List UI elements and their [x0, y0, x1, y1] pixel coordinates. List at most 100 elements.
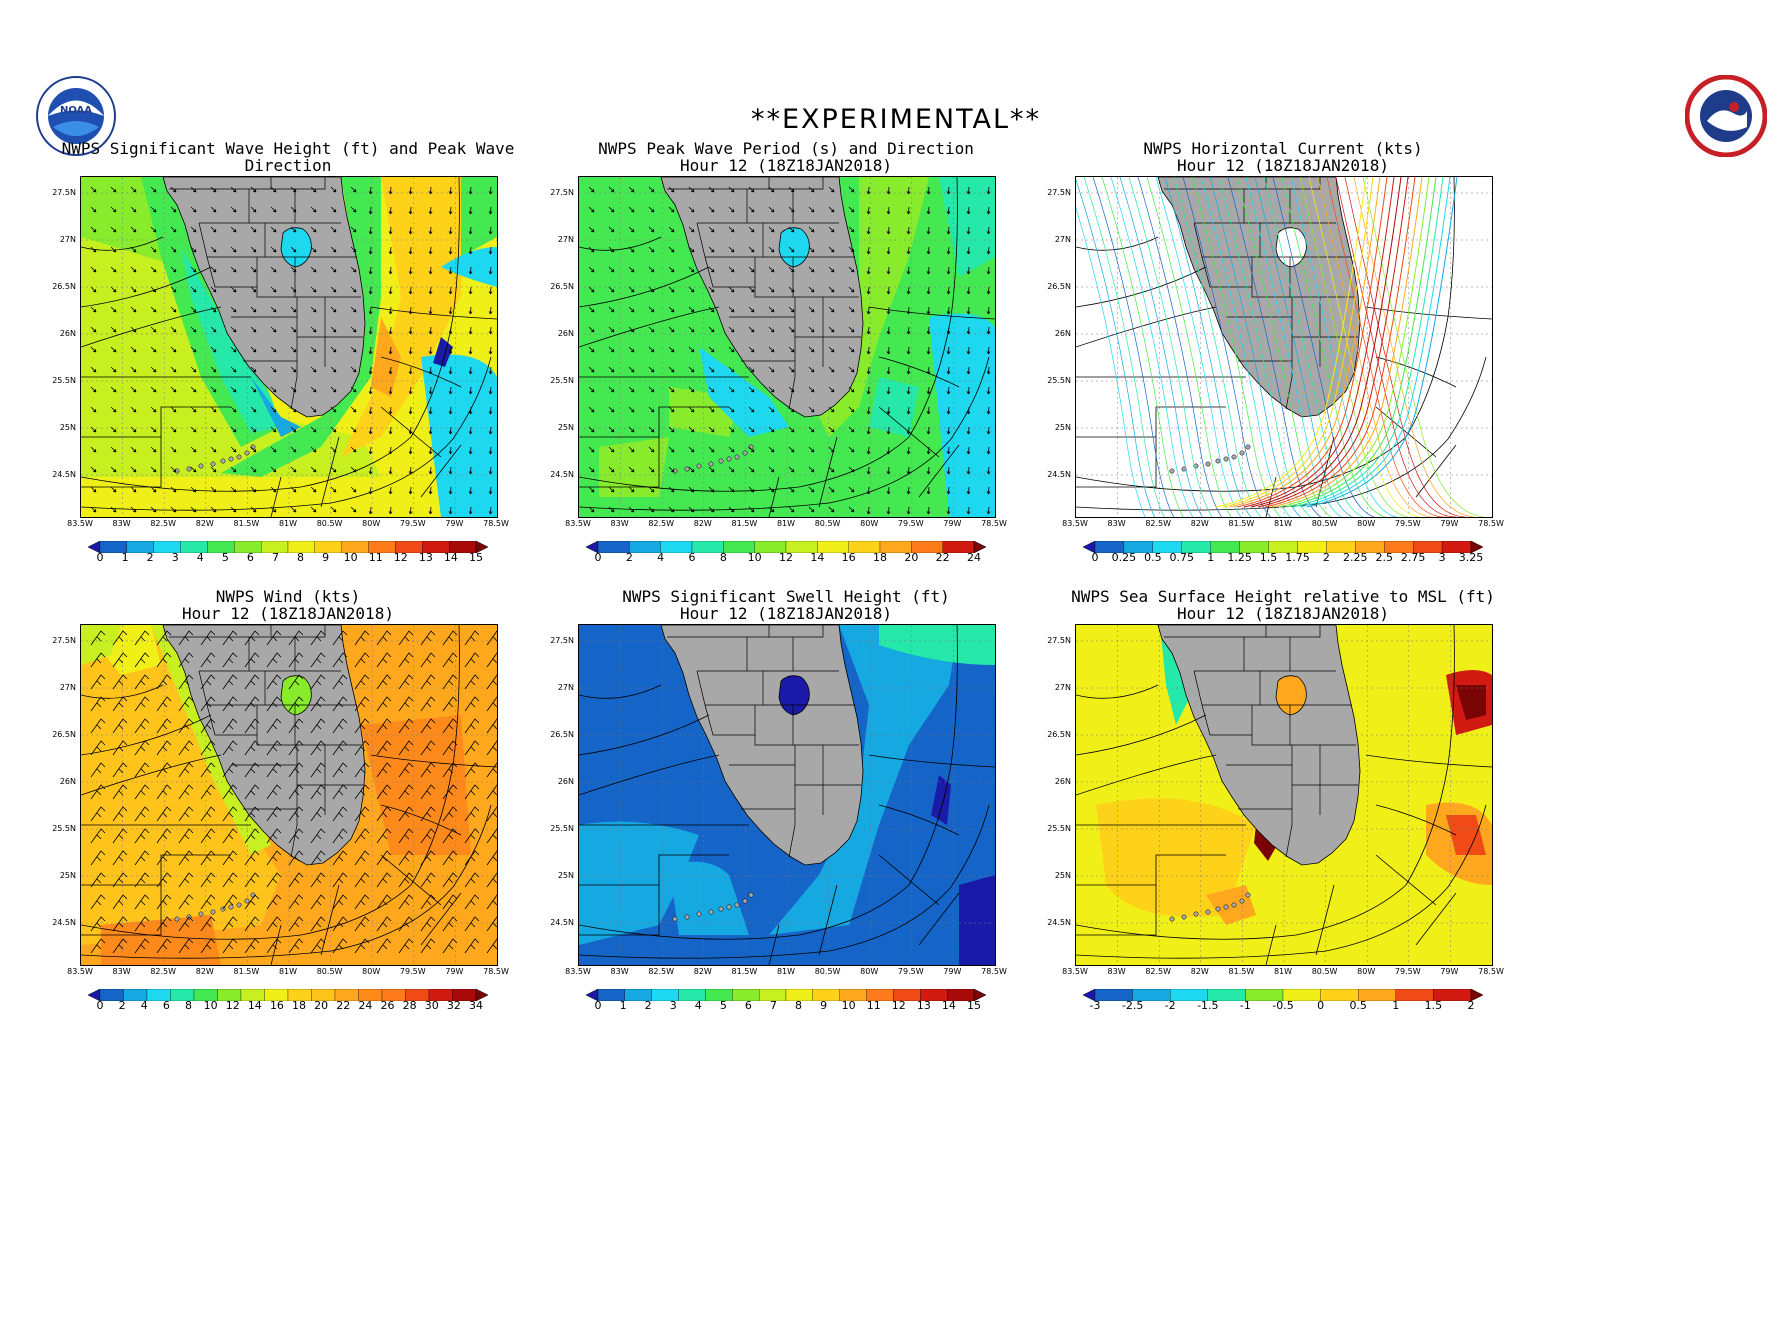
arrow-head [650, 248, 655, 253]
arrow-head [906, 451, 911, 455]
direction-arrow [369, 206, 372, 215]
wind-barb [244, 784, 260, 800]
direction-arrow [469, 506, 472, 515]
colorbar-label: 18 [873, 551, 887, 564]
direction-arrow [110, 206, 117, 213]
lon-label: 78.5W [1478, 519, 1504, 528]
zone-line [768, 924, 780, 965]
arrow-head [92, 188, 97, 193]
direction-arrow [927, 206, 930, 215]
arrow-head [272, 448, 277, 453]
arrow-head [448, 211, 453, 215]
arrow-head [886, 291, 891, 295]
wind-barb [332, 674, 348, 690]
arrow-head [986, 491, 991, 495]
arrow-head [112, 228, 117, 233]
direction-arrow [688, 286, 695, 293]
arrow-head [710, 308, 715, 313]
lon-label: 81W [1273, 519, 1293, 528]
current-streamline [1137, 177, 1258, 517]
arrow-head [610, 428, 615, 433]
wind-barb [354, 674, 370, 690]
colorbar-label: 12 [393, 551, 408, 564]
direction-arrow [270, 286, 277, 293]
lon-label: 81W [776, 519, 796, 528]
direction-arrow [668, 406, 675, 413]
arrow-head [388, 511, 393, 515]
direction-arrow [90, 186, 97, 193]
arrow-head [212, 488, 217, 493]
colorbar-swell [585, 986, 987, 1002]
experimental-banner: **EXPERIMENTAL** [750, 104, 1042, 135]
field-bahamas-peak [1446, 815, 1486, 855]
direction-arrow [190, 226, 197, 233]
direction-arrow [230, 426, 237, 433]
current-streamline [1083, 177, 1204, 517]
direction-arrow [748, 406, 755, 413]
wind-barb [398, 938, 414, 954]
direction-arrow [230, 206, 237, 213]
colorbar-label: 1.5 [1424, 999, 1443, 1012]
wind-barb [464, 916, 480, 932]
wind-barb [354, 630, 370, 646]
panel-title-current: NWPS Horizontal Current (kts) Hour 12 (18… [1035, 140, 1531, 174]
direction-arrow [788, 326, 795, 333]
land [660, 625, 864, 922]
direction-arrow [409, 206, 412, 215]
arrow-head [92, 228, 97, 233]
arrow-head [710, 428, 715, 433]
florida-key [1231, 454, 1237, 460]
colorbar-label: 2 [146, 551, 154, 564]
arrow-head [172, 368, 177, 373]
arrow-head [428, 291, 433, 295]
current-streamline [1227, 177, 1348, 517]
direction-arrow [967, 306, 970, 315]
lon-label: 82W [1190, 519, 1209, 528]
colorbar-over [973, 988, 987, 1002]
arrow-head [132, 448, 137, 453]
direction-arrow [270, 346, 277, 353]
wind-barb [420, 718, 436, 734]
direction-arrow [628, 346, 635, 353]
direction-arrow [688, 486, 695, 493]
direction-arrow [688, 186, 695, 193]
arrow-head [906, 351, 911, 355]
arrow-head [610, 288, 615, 293]
direction-arrow [947, 326, 950, 335]
direction-arrow [489, 306, 492, 315]
direction-arrow [389, 286, 392, 295]
current-streamline [1076, 178, 1195, 517]
arrow-head [368, 371, 373, 375]
florida-key [726, 456, 732, 462]
zone-line [160, 406, 231, 437]
direction-arrow [728, 226, 735, 233]
zone-line [579, 754, 720, 796]
wind-barb [486, 740, 497, 756]
colorbar-label: 8 [184, 999, 192, 1012]
field-ne-core [1456, 685, 1486, 720]
arrow-head [690, 408, 695, 413]
direction-arrow [808, 246, 815, 253]
arrow-head [850, 368, 855, 373]
colorbar-label: 24 [967, 551, 981, 564]
lat-label: 27.5N [550, 188, 574, 197]
arrow-head [272, 508, 277, 513]
wind-barb [354, 806, 370, 822]
direction-arrow [469, 346, 472, 355]
lon-label: 81W [1273, 967, 1293, 976]
direction-arrow [330, 486, 337, 493]
arrow-head [332, 388, 337, 393]
direction-arrow [668, 246, 675, 253]
direction-arrow [867, 186, 870, 195]
gulf-stream-streamline [1243, 177, 1395, 508]
wind-barb [288, 718, 304, 734]
direction-arrow [449, 486, 452, 495]
direction-arrow [688, 206, 695, 213]
direction-arrow [389, 326, 392, 335]
direction-arrow [708, 386, 715, 393]
arrow-head [488, 351, 493, 355]
direction-arrow [449, 466, 452, 475]
arrow-head [886, 371, 891, 375]
lon-label: 82W [195, 967, 214, 976]
direction-arrow [110, 286, 117, 293]
